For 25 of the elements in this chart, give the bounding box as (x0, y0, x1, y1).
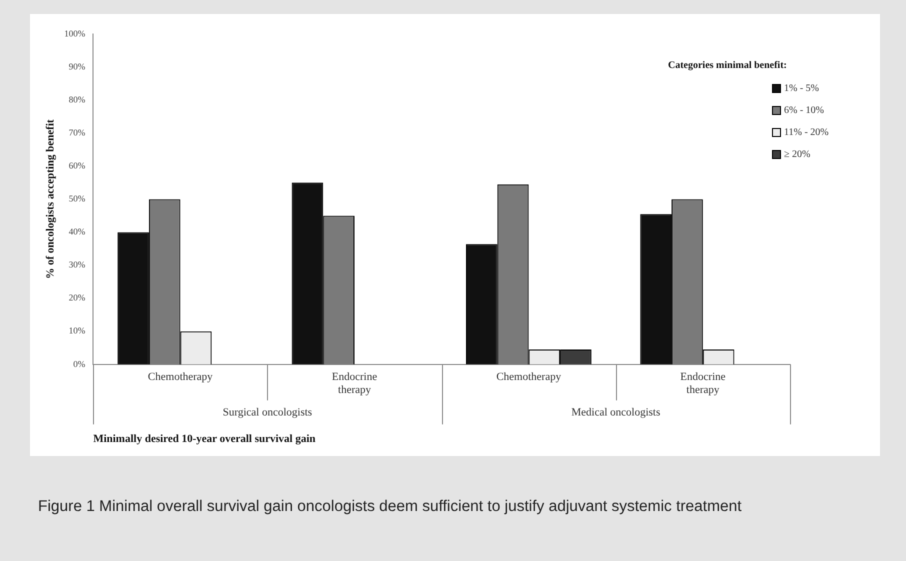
y-tick-label: 10% (68, 326, 86, 336)
y-tick-label: 50% (68, 194, 86, 204)
legend-title: Categories minimal benefit: (668, 60, 788, 71)
text: Figure 1 Minimal overall survival gain oncologists deem sufficient to justify adjuvant systemic treatment (38, 498, 742, 516)
x-tick-label: Endocrine therapy (680, 370, 726, 396)
x-tick-label: Chemotherapy (148, 370, 214, 383)
text: Surgical oncologists (222, 406, 312, 418)
x-axis-title: Minimally desired 10-year overall survival gain (93, 433, 316, 446)
x-tick-label: Endocrine therapy (332, 370, 378, 396)
y-tick-label: 20% (68, 292, 86, 303)
y-tick-label: 30% (68, 260, 86, 270)
legend-label: 11% - 20% (784, 127, 829, 138)
y-tick-label: 0% (73, 358, 86, 369)
y-tick-label: 100% (64, 28, 86, 38)
y-tick-label: 60% (68, 160, 86, 171)
text: Medical oncologists (571, 406, 660, 418)
legend-label: 1% - 5% (784, 83, 819, 94)
y-tick-label: 70% (68, 127, 86, 138)
y-tick-label: 80% (68, 94, 86, 104)
y-tick-label: 90% (68, 61, 86, 72)
legend-label: ≥ 20% (784, 149, 810, 160)
x-tick-label: Chemotherapy (496, 370, 562, 383)
y-tick-label: 40% (68, 226, 86, 237)
legend-label: 6% - 10% (784, 105, 824, 116)
y-axis-title: % of oncologists accepting benefit (44, 119, 56, 279)
